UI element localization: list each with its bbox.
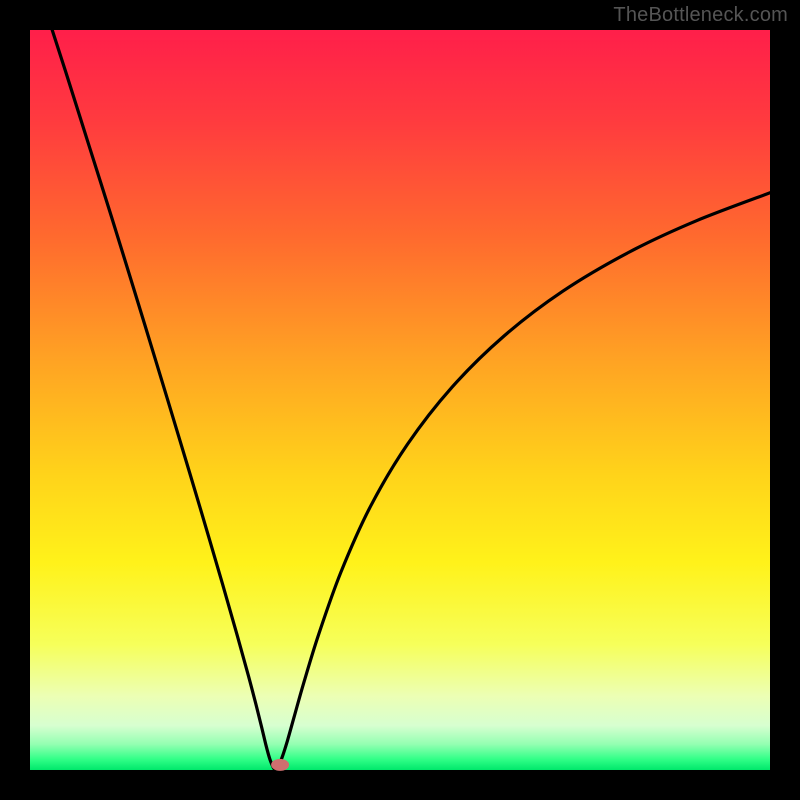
- optimal-point-marker: [271, 759, 289, 771]
- plot-background-gradient: [30, 30, 770, 770]
- chart-container: TheBottleneck.com: [0, 0, 800, 800]
- watermark-text: TheBottleneck.com: [613, 4, 788, 27]
- bottleneck-curve-chart: [0, 0, 800, 800]
